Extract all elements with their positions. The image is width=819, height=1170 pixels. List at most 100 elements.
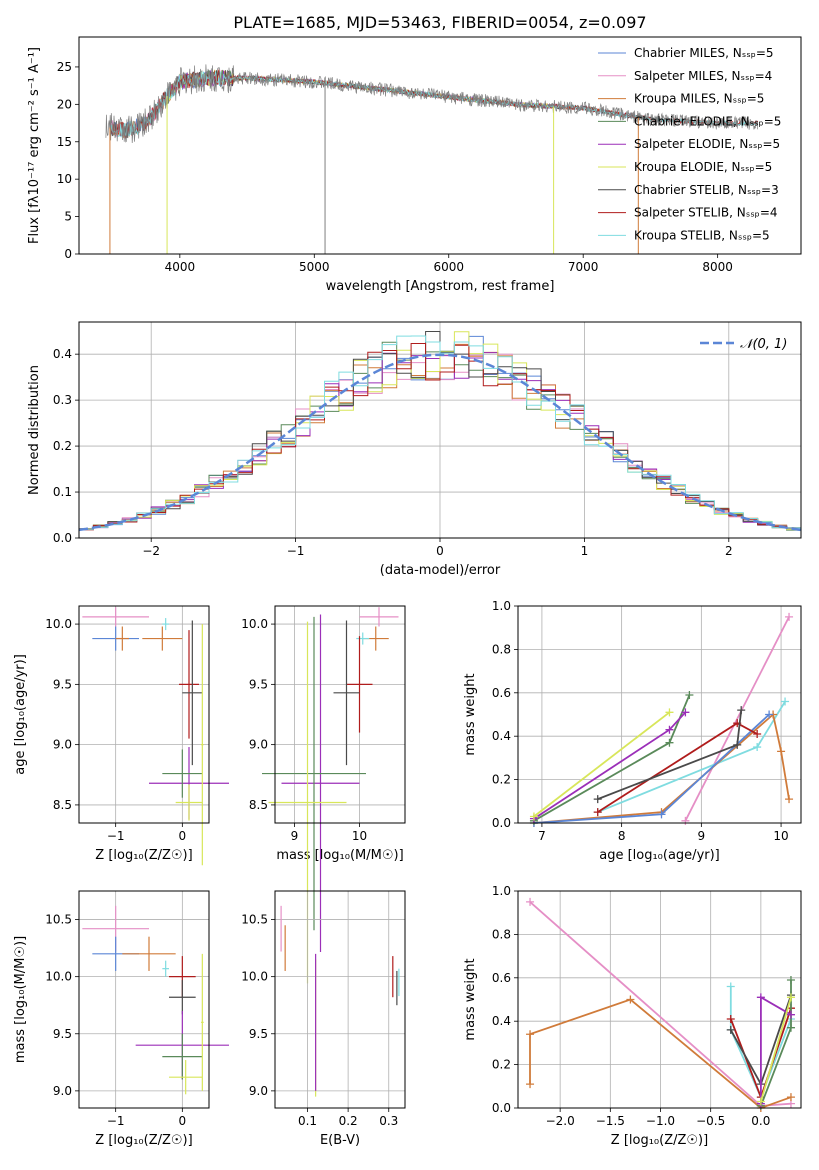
series-marker [786,993,795,1002]
x-tick-label: −1 [107,1114,125,1128]
x-tick-label: 0 [179,1114,187,1128]
x-tick-label: −1.5 [596,1114,625,1128]
axes-frame [78,605,210,824]
x-tick-label: −0.5 [696,1114,725,1128]
y-tick-label: 0.2 [492,773,511,787]
data-line [105,64,759,144]
y-axis-label: mass [log₁₀(M/M☉)] [13,936,28,1063]
x-axis-label: mass [log₁₀(M/M☉)] [276,848,403,863]
series-marker [753,730,762,739]
x-tick-label: 0.3 [379,1114,398,1128]
y-tick-label: 0.4 [492,1014,511,1028]
series-marker [665,725,674,734]
series-marker [786,1023,795,1032]
residuals-panel: −2 −1 0 1 2 0.0 0.1 0.2 0.3 0.4 (data-model)/error… [27,321,802,578]
legend-label: Salpeter MILES, Nₛₛₚ=4 [634,69,772,83]
y-axis-label: Flux [fλ10⁻¹⁷ erg cm⁻² s⁻¹ A⁻¹] [27,47,42,244]
y-tick-label: 1.0 [492,599,511,613]
series-marker [785,795,794,804]
legend-label: 𝒩(0, 1) [740,337,787,352]
spectrum-lines [105,64,759,254]
x-tick-label: 8000 [702,260,733,274]
spectrum-legend: Chabrier MILES, Nₛₛₚ=5 Salpeter MILES, Nₛ… [598,46,781,242]
x-axis-label: wavelength [Angstrom, rest frame] [326,279,555,294]
axes-frame [78,321,802,539]
series-marker [526,1080,535,1089]
mass-vs-ebv-panel: 0.1 0.2 0.3 9.0 9.5 10.0 10.5 E(B-V) [241,890,406,1148]
series-line [729,986,792,1100]
x-tick-label: 7000 [568,260,599,274]
x-axis-label: Z [log₁₀(Z/Z☉)] [611,1133,708,1148]
legend-label: Kroupa ELODIE, Nₛₛₚ=5 [634,160,772,174]
series-marker [665,738,674,747]
y-axis-label: age [log₁₀(age/yr)] [13,654,28,775]
y-tick-label: 0.0 [492,1101,511,1115]
series-marker [777,747,786,756]
figure-title: PLATE=1685, MJD=53463, FIBERID=0054, z=0… [233,13,646,32]
x-tick-label: −1.0 [646,1114,675,1128]
x-tick-label: 2 [725,544,733,558]
y-tick-label: 15 [57,135,72,149]
x-tick-label: 0.2 [339,1114,358,1128]
y-tick-label: 20 [57,97,72,111]
legend-label: Kroupa MILES, Nₛₛₚ=5 [634,92,764,106]
model-line [109,70,759,138]
y-tick-label: 9.5 [249,1027,268,1041]
series-marker [733,740,742,749]
x-tick-label: 0.1 [298,1114,317,1128]
x-tick-label: 7 [538,829,546,843]
x-axis-label: Z [log₁₀(Z/Z☉)] [95,848,192,863]
y-tick-label: 8.5 [249,798,268,812]
x-axis-label: Z [log₁₀(Z/Z☉)] [95,1133,192,1148]
series-marker [529,812,538,821]
series-marker [593,795,602,804]
axes-frame [78,36,802,255]
series-line [533,711,687,820]
axes-frame [517,605,802,824]
y-tick-label: 5 [64,210,72,224]
x-tick-label: 0 [436,544,444,558]
legend-label: Salpeter STELIB, Nₛₛₚ=4 [634,206,778,220]
y-tick-label: 0 [64,247,72,261]
series-line [760,997,792,1102]
series-marker [726,1015,735,1024]
weight-vs-metallicity-panel: −2.0 −1.5 −1.0 −0.5 0.0 0.0 0.2 0.4 0.6 0.8 1.0 Z [… [463,884,802,1148]
x-tick-label: 0 [179,829,187,843]
series-marker [526,1030,535,1039]
y-tick-label: 0.1 [53,485,72,499]
y-tick-label: 9.5 [53,677,72,691]
x-tick-label: 10 [773,829,788,843]
y-tick-label: 10 [57,172,72,186]
histograms [79,331,801,532]
y-tick-label: 0.2 [53,439,72,453]
model-line [109,68,759,140]
gaussian-curve [79,353,801,532]
x-tick-label: 6000 [433,260,464,274]
legend-label: Chabrier ELODIE, Nₛₛₚ=5 [634,114,781,128]
series-line [684,616,790,822]
legend-label: Chabrier MILES, Nₛₛₚ=5 [634,46,774,60]
y-tick-label: 9.0 [53,738,72,752]
series-marker [737,706,746,715]
mass-vs-metallicity-panel: −1 0 9.0 9.5 10.0 10.5 Z [log₁₀(Z/Z☉)] mass [lo… [13,890,229,1148]
y-tick-label: 10.0 [241,617,268,631]
y-tick-label: 10.0 [45,617,72,631]
y-axis-label: Normed distribution [27,365,42,495]
y-tick-label: 8.5 [53,798,72,812]
y-tick-label: 10.5 [45,913,72,927]
y-tick-label: 10.0 [45,970,72,984]
age-vs-mass-panel: 9 10 8.5 9.0 9.5 10.0 mass [log₁₀(M/M☉)] [241,605,406,984]
y-tick-label: 0.0 [492,816,511,830]
series-marker [726,1025,735,1034]
y-tick-label: 0.2 [492,1058,511,1072]
y-tick-label: 0.6 [492,686,511,700]
x-tick-label: −1 [287,544,305,558]
series-marker [756,993,765,1002]
series-marker [665,708,674,717]
series-marker [756,1097,765,1106]
x-tick-label: −2.0 [546,1114,575,1128]
y-tick-label: 0.6 [492,971,511,985]
x-tick-label: 5000 [299,260,330,274]
x-axis-label: E(B-V) [320,1133,360,1148]
